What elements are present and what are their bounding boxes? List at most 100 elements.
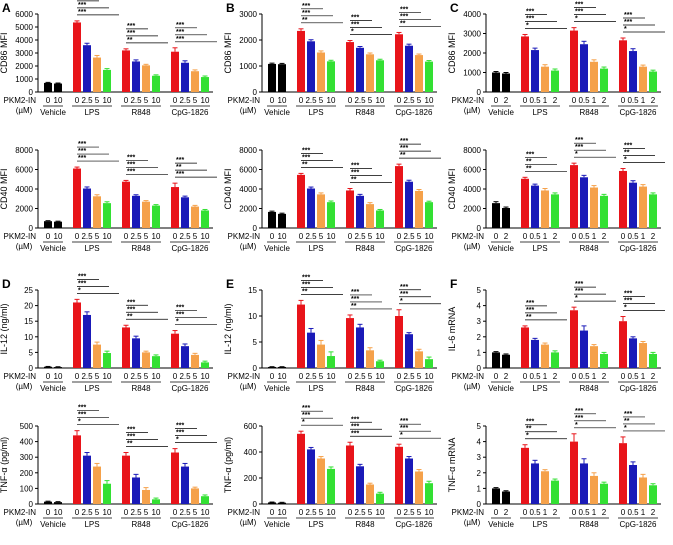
bar-r848-2 (366, 350, 374, 368)
group-label: LPS (308, 384, 323, 393)
bar-r848-0 (570, 441, 578, 504)
dose-label: 2.5 (179, 232, 191, 241)
sig-label: ** (526, 426, 532, 433)
sig-label: *** (624, 291, 632, 298)
sig-label: *** (302, 147, 310, 154)
y-tick-label: 200 (20, 469, 34, 478)
sig-label: *** (526, 300, 534, 307)
bar-cpg-1826-2 (191, 71, 199, 92)
sig-label: * (526, 22, 529, 29)
group-label: CpG-1826 (172, 520, 209, 529)
sig-label: *** (78, 148, 86, 155)
bar-cpg-1826-3 (425, 483, 433, 504)
dose-label: 2.5 (130, 232, 142, 241)
x-prefix-label: PKM2-IN (4, 96, 37, 105)
bar-cpg-1826-2 (191, 354, 199, 368)
dose-label: 0 (173, 232, 178, 241)
bar-r848-2 (142, 352, 150, 368)
bar-lps-1 (531, 185, 539, 228)
dose-label: 0 (124, 232, 129, 241)
panel-letter: B (226, 1, 235, 15)
x-unit-label: (µM) (464, 106, 481, 115)
group-label: R848 (355, 520, 375, 529)
bar-vehicle-1 (54, 502, 62, 504)
sig-label: *** (302, 10, 310, 17)
group-label: CpG-1826 (620, 244, 657, 253)
dose-label: 0 (299, 508, 304, 517)
sig-label: * (176, 437, 179, 444)
dose-label: 0.5 (578, 508, 590, 517)
dose-label: 10 (425, 372, 434, 381)
dose-label: 0.5 (529, 96, 541, 105)
y-tick-label: 0 (29, 364, 34, 373)
bar-r848-2 (366, 54, 374, 92)
sig-label: *** (78, 0, 86, 2)
group-label: R848 (355, 108, 375, 117)
sig-label: *** (176, 36, 184, 43)
bar-r848-2 (142, 65, 150, 92)
dose-label: 10 (327, 508, 336, 517)
bar-r848-0 (122, 327, 130, 368)
dose-label: 0 (124, 508, 129, 517)
bar-cpg-1826-3 (649, 71, 657, 92)
sig-label: *** (575, 288, 583, 295)
dose-label: 5 (95, 96, 100, 105)
y-tick-label: 8000 (239, 146, 257, 155)
bar-vehicle-1 (54, 83, 62, 92)
group-label: Vehicle (40, 244, 66, 253)
dose-label: 10 (201, 232, 210, 241)
panel-letter: E (226, 277, 234, 291)
dose-label: 1 (543, 508, 548, 517)
dose-label: 0 (494, 372, 499, 381)
bar-cpg-1826-0 (619, 40, 627, 92)
bar-cpg-1826-3 (649, 194, 657, 228)
dose-label: 10 (376, 232, 385, 241)
sig-label: ** (302, 17, 308, 24)
bar-cpg-1826-0 (619, 170, 627, 228)
bar-lps-0 (73, 168, 81, 228)
bar-lps-3 (551, 480, 559, 504)
bar-vehicle-1 (278, 366, 286, 368)
x-prefix-label: PKM2-IN (4, 232, 37, 241)
sig-label: *** (127, 154, 135, 161)
group-label: LPS (84, 520, 99, 529)
bar-r848-3 (152, 75, 160, 92)
sig-label: *** (78, 273, 86, 280)
dose-label: 0 (572, 96, 577, 105)
bar-cpg-1826-1 (629, 465, 637, 504)
bar-vehicle-0 (268, 63, 276, 92)
dose-label: 2.5 (130, 508, 142, 517)
dose-label: 10 (278, 96, 287, 105)
bar-cpg-1826-0 (171, 51, 179, 92)
sig-label: *** (351, 296, 359, 303)
dose-label: 2.5 (81, 232, 93, 241)
dose-label: 1 (543, 372, 548, 381)
group-label: CpG-1826 (396, 520, 433, 529)
dose-label: 0 (397, 508, 402, 517)
dose-label: 0 (348, 96, 353, 105)
sig-label: *** (351, 289, 359, 296)
sig-label: *** (526, 307, 534, 314)
bar-vehicle-0 (268, 211, 276, 228)
bar-lps-3 (103, 353, 111, 368)
bar-cpg-1826-1 (629, 338, 637, 368)
bar-cpg-1826-2 (639, 66, 647, 92)
dose-label: 0 (75, 232, 80, 241)
sig-label: *** (575, 9, 583, 16)
sig-label: ** (400, 20, 406, 27)
bar-r848-0 (570, 310, 578, 368)
bar-lps-3 (551, 352, 559, 368)
y-tick-label: 5 (29, 348, 34, 357)
y-tick-label: 2000 (463, 205, 481, 214)
dose-label: 10 (376, 96, 385, 105)
dose-label: 2 (504, 372, 509, 381)
x-prefix-label: PKM2-IN (228, 508, 261, 517)
bar-r848-1 (580, 463, 588, 504)
sig-label: *** (526, 15, 534, 22)
